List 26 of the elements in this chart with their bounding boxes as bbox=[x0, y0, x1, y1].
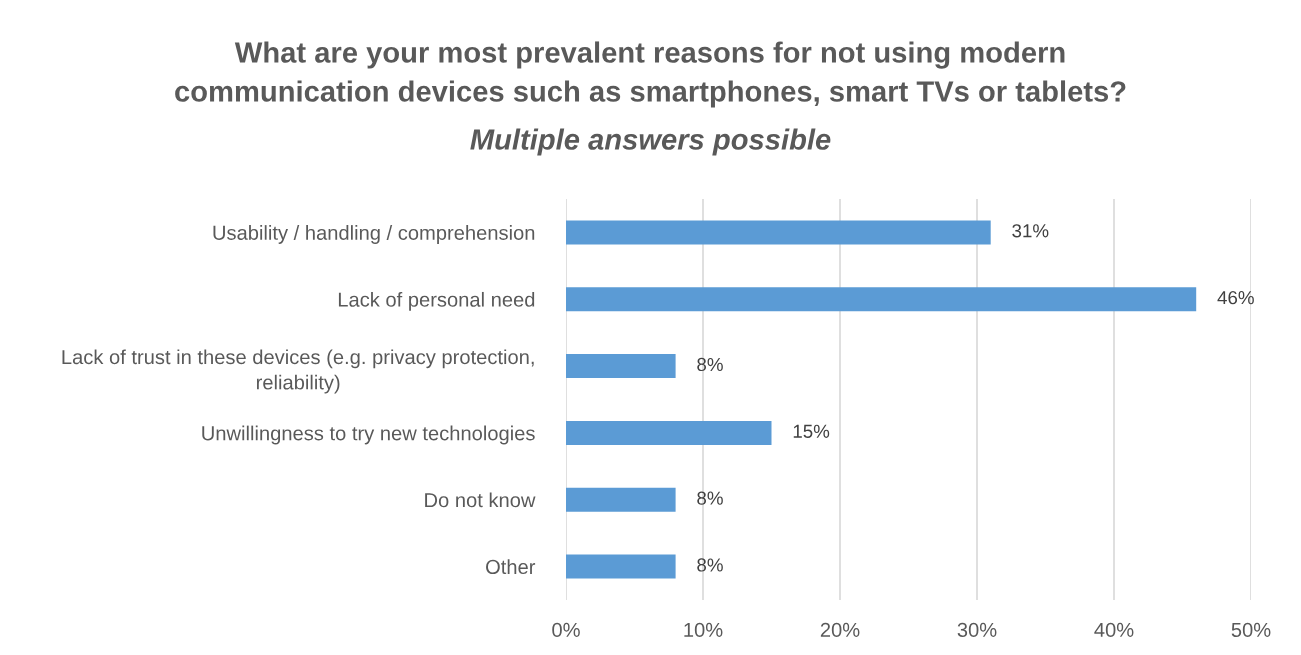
bar bbox=[566, 420, 772, 445]
x-tick-label: 20% bbox=[820, 622, 860, 638]
data-label: 31% bbox=[1012, 224, 1049, 238]
bar bbox=[566, 487, 676, 512]
bar bbox=[566, 354, 676, 379]
y-tick-label: Lack of trust in these devices (e.g. privacy protection, reliability) bbox=[62, 349, 534, 394]
bar bbox=[566, 554, 676, 579]
data-label: 8% bbox=[697, 558, 723, 572]
x-tick-label: 10% bbox=[684, 622, 723, 638]
y-tick-label: Lack of personal need bbox=[338, 291, 535, 311]
data-label: 8% bbox=[697, 491, 723, 505]
y-tick-label: Unwillingness to try new technologies bbox=[202, 425, 535, 445]
x-tick-label: 50% bbox=[1231, 622, 1271, 638]
x-tick-label: 30% bbox=[957, 622, 997, 638]
bar bbox=[566, 287, 1197, 312]
x-tick-label: 40% bbox=[1094, 622, 1134, 638]
x-tick-label: 0% bbox=[552, 622, 580, 638]
data-label: 8% bbox=[697, 357, 723, 372]
y-tick-label: Do not know bbox=[425, 492, 536, 508]
bar bbox=[566, 220, 991, 245]
chart-subtitle: Multiple answers possible bbox=[470, 128, 831, 156]
y-tick-label: Usability / handling / comprehension bbox=[213, 225, 535, 244]
chart-title: What are your most prevalent reasons for not using modern communication devices such as smartphones, smart TVs or tablets? bbox=[175, 41, 1126, 108]
data-label: 46% bbox=[1217, 291, 1254, 305]
y-tick-label: Other bbox=[486, 559, 536, 575]
data-label: 15% bbox=[793, 424, 830, 438]
